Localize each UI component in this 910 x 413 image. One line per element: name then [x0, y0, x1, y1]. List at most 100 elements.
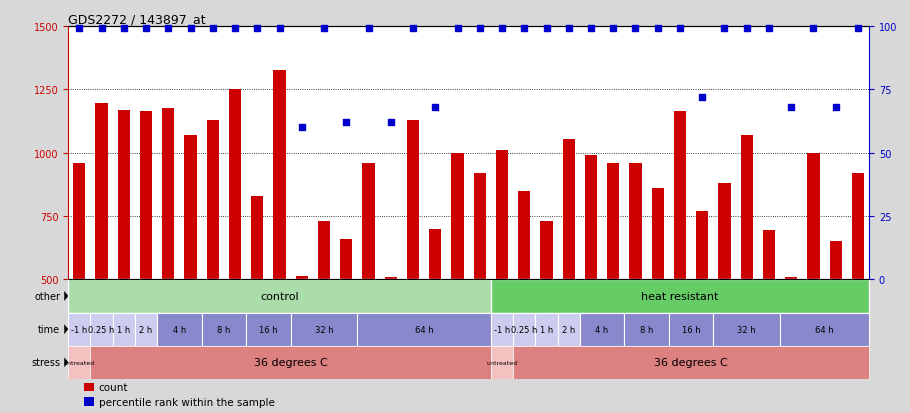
Point [561, 26, 576, 33]
Bar [407, 121, 420, 280]
Point [161, 26, 176, 33]
Bar [696, 211, 708, 280]
Bar [229, 90, 241, 280]
Text: other: other [35, 291, 60, 301]
Point [317, 26, 331, 33]
Point [272, 26, 287, 33]
Bar [290, 313, 358, 346]
Text: 32 h: 32 h [737, 325, 756, 334]
Bar [96, 104, 107, 280]
Text: 2 h: 2 h [139, 325, 153, 334]
Point [472, 26, 487, 33]
Point [651, 26, 665, 33]
Bar [741, 135, 753, 280]
Bar [673, 112, 686, 280]
Point [851, 26, 865, 33]
Point [383, 120, 398, 126]
Bar [490, 346, 513, 379]
Text: 0.25 h: 0.25 h [88, 325, 115, 334]
Text: untreated: untreated [487, 360, 518, 365]
Text: 16 h: 16 h [682, 325, 701, 334]
Bar [358, 313, 490, 346]
Bar [763, 230, 775, 280]
Point [762, 26, 776, 33]
Bar [630, 164, 642, 280]
Bar [852, 173, 864, 280]
Bar [318, 221, 330, 280]
Bar [68, 313, 90, 346]
Point [540, 26, 554, 33]
Text: 36 degrees C: 36 degrees C [254, 357, 328, 368]
Bar [713, 313, 780, 346]
Bar [624, 313, 669, 346]
Bar [585, 156, 597, 280]
Text: time: time [38, 324, 60, 335]
Point [361, 26, 376, 33]
Text: untreated: untreated [64, 360, 95, 365]
Point [428, 104, 442, 111]
Text: -1 h: -1 h [71, 325, 87, 334]
Polygon shape [65, 291, 68, 301]
Point [295, 125, 309, 131]
Point [606, 26, 621, 33]
Bar [362, 164, 375, 280]
Bar [451, 153, 464, 280]
Bar [68, 280, 490, 313]
Bar [113, 313, 135, 346]
Bar [207, 121, 219, 280]
Point [717, 26, 732, 33]
Point [72, 26, 86, 33]
Point [183, 26, 197, 33]
Bar [535, 313, 558, 346]
Bar [340, 239, 352, 280]
Point [116, 26, 131, 33]
Bar [490, 313, 513, 346]
Point [495, 26, 510, 33]
Text: stress: stress [31, 357, 60, 368]
Bar [430, 229, 441, 280]
Text: GDS2272 / 143897_at: GDS2272 / 143897_at [68, 13, 206, 26]
Bar [652, 189, 664, 280]
Point [806, 26, 821, 33]
Polygon shape [65, 358, 68, 368]
Bar [558, 313, 580, 346]
Text: 16 h: 16 h [259, 325, 278, 334]
Text: 8 h: 8 h [217, 325, 230, 334]
Bar [780, 313, 869, 346]
Bar [496, 151, 508, 280]
Point [450, 26, 465, 33]
Bar [73, 164, 86, 280]
Bar [785, 277, 797, 280]
Bar [562, 139, 575, 280]
Point [695, 94, 710, 101]
Bar [90, 346, 490, 379]
Text: control: control [260, 291, 298, 301]
Text: 32 h: 32 h [315, 325, 333, 334]
Point [828, 104, 843, 111]
Bar [580, 313, 624, 346]
Point [672, 26, 687, 33]
Bar [513, 346, 869, 379]
Text: 64 h: 64 h [415, 325, 433, 334]
Bar [202, 313, 247, 346]
Bar [385, 277, 397, 280]
Bar [85, 398, 94, 406]
Text: 0.25 h: 0.25 h [511, 325, 538, 334]
Point [206, 26, 220, 33]
Point [740, 26, 754, 33]
Point [583, 26, 598, 33]
Bar [669, 313, 713, 346]
Point [95, 26, 109, 33]
Bar [830, 242, 842, 280]
Text: 4 h: 4 h [173, 325, 187, 334]
Bar [518, 191, 531, 280]
Point [406, 26, 420, 33]
Bar [85, 382, 94, 391]
Bar [185, 135, 197, 280]
Bar [273, 71, 286, 280]
Point [228, 26, 242, 33]
Point [517, 26, 531, 33]
Bar [807, 153, 820, 280]
Polygon shape [65, 324, 68, 334]
Text: count: count [98, 382, 128, 392]
